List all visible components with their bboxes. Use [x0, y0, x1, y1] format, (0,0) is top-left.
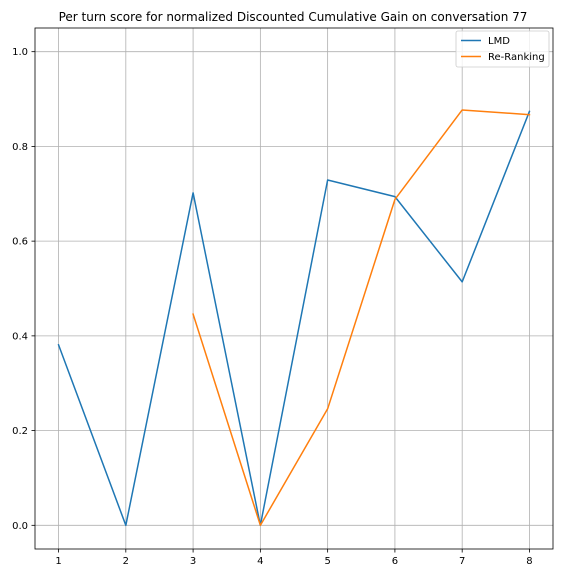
- x-tick-label: 3: [190, 556, 196, 567]
- y-tick-label: 0.2: [12, 426, 28, 437]
- x-tick-label: 5: [324, 556, 330, 567]
- y-tick-label: 0.4: [12, 331, 28, 342]
- legend: LMD Re-Ranking: [455, 30, 550, 68]
- axes: 1 2 3 4 5 6 7 8 0.0 0.2 0.4 0.6 0.8 1.0: [12, 47, 533, 567]
- x-tick-label: 2: [123, 556, 129, 567]
- y-tick-label: 0.0: [12, 521, 28, 532]
- x-tick-label: 1: [55, 556, 61, 567]
- x-tick-label: 4: [257, 556, 263, 567]
- x-tick-label: 7: [459, 556, 465, 567]
- series-line-lmd: [57, 110, 531, 527]
- plot-background: [35, 28, 553, 549]
- legend-label-re-ranking: Re-Ranking: [488, 52, 545, 63]
- legend-label-lmd: LMD: [488, 36, 510, 47]
- y-tick-label: 0.8: [12, 142, 28, 153]
- y-tick-label: 1.0: [12, 47, 28, 58]
- x-tick-label: 6: [392, 556, 398, 567]
- chart-title: Per turn score for normalized Discounted…: [59, 10, 528, 24]
- y-tick-label: 0.6: [12, 237, 28, 248]
- series-layer: [57, 109, 531, 527]
- series-line-re-ranking: [192, 109, 531, 527]
- plot-area: 1 2 3 4 5 6 7 8 0.0 0.2 0.4 0.6 0.8 1.0: [12, 27, 554, 567]
- plot-frame: [34, 27, 554, 550]
- x-tick-label: 8: [526, 556, 532, 567]
